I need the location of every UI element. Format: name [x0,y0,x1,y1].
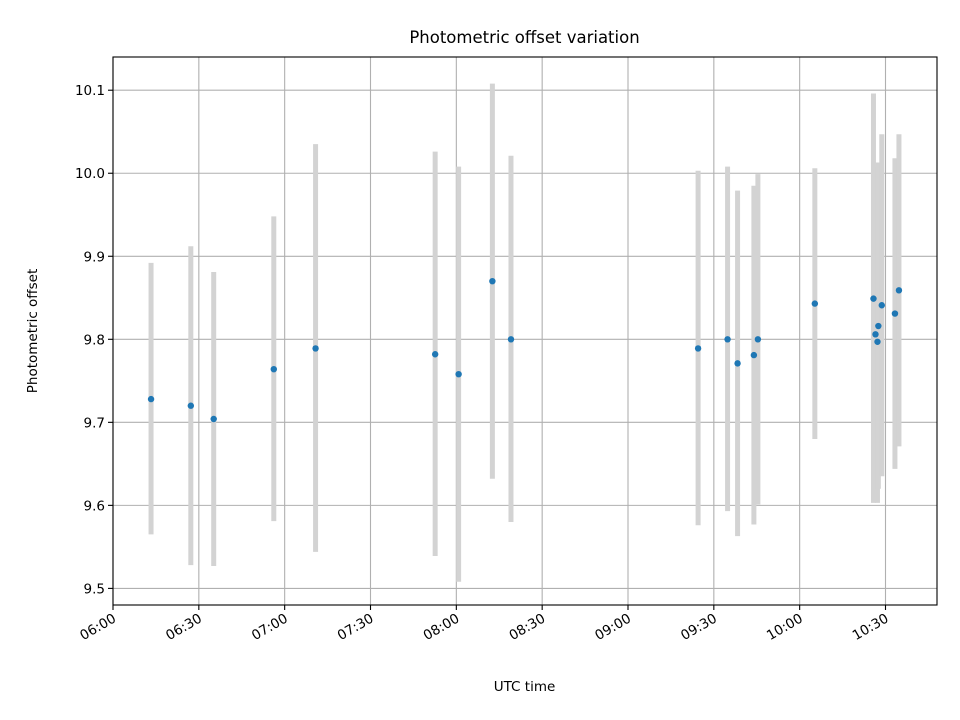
data-point [870,295,877,302]
data-point [872,331,879,338]
data-point [507,336,515,343]
data-point [811,300,819,307]
data-point [489,277,496,285]
data-points [147,277,903,423]
data-point [455,370,462,378]
data-point [431,351,439,358]
data-point [874,338,881,345]
data-point [187,402,195,409]
y-tick-label: 9.8 [84,332,105,348]
data-point [878,302,885,309]
data-point [875,322,882,330]
y-tick-label: 9.9 [84,249,105,265]
y-tick-label: 10.0 [75,166,105,182]
data-point [895,287,903,294]
plot-frame [112,56,938,606]
y-tick-label: 9.6 [84,498,105,514]
x-axis-label: UTC time [494,679,556,695]
y-tick-label: 9.5 [84,581,105,597]
grid-lines [112,57,937,605]
data-point [724,336,731,343]
y-axis-ticks: 9.5 9.6 9.7 9.8 9.9 10.0 10.1 [75,83,113,597]
y-tick-label: 10.1 [75,83,105,99]
data-point [891,310,899,317]
data-point [734,360,741,367]
data-point [312,345,319,352]
data-point [210,415,217,423]
chart-title: Photometric offset variation [409,28,639,47]
data-point [270,365,277,373]
y-axis-label: Photometric offset [25,269,41,393]
data-point [750,351,758,359]
y-tick-label: 9.7 [84,415,105,431]
data-point [694,345,702,352]
data-point [147,395,155,403]
data-point [754,336,762,343]
